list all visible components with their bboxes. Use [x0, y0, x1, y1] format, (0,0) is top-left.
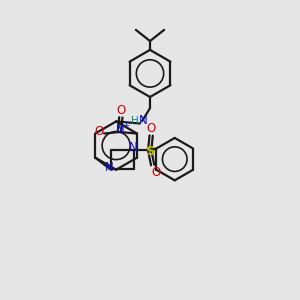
Text: O: O: [94, 125, 104, 138]
Text: N: N: [139, 114, 148, 127]
Text: O: O: [151, 166, 160, 178]
Text: -: -: [101, 134, 105, 144]
Text: N: N: [116, 123, 124, 136]
Text: +: +: [122, 121, 130, 130]
Text: N: N: [105, 160, 114, 174]
Text: O: O: [147, 122, 156, 135]
Text: H: H: [130, 116, 138, 126]
Text: N: N: [128, 141, 137, 154]
Text: O: O: [116, 104, 125, 117]
Text: S: S: [146, 145, 156, 158]
